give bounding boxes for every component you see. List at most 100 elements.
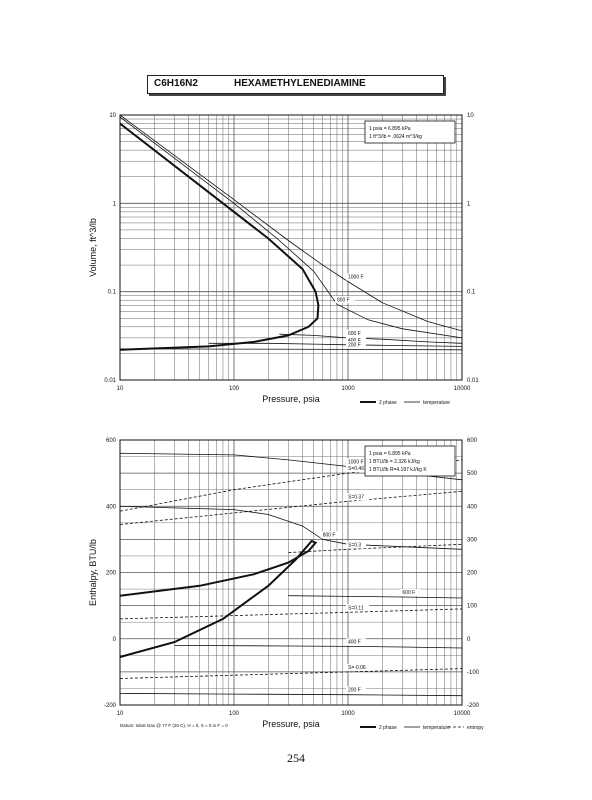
page-number: 254 xyxy=(287,751,305,765)
y2-tick-label: 300 xyxy=(467,537,478,543)
x-tick-label: 10 xyxy=(117,386,124,392)
series-label: 800 F xyxy=(323,532,336,538)
conversion-box-frame xyxy=(364,445,456,477)
y2-tick-label: 400 xyxy=(467,504,478,510)
y-tick-label: 400 xyxy=(106,504,117,510)
series-label: 200 F xyxy=(348,342,361,348)
series-label-bg xyxy=(346,465,370,473)
y-tick-label: -200 xyxy=(104,703,117,709)
conversion-text: 1 psia = 6.895 kPa xyxy=(369,126,411,132)
chart-title-box: C6H16N2 HEXAMETHYLENEDIAMINE xyxy=(147,75,444,94)
series-label: 200 F xyxy=(348,688,361,694)
series-line-s-0-06 xyxy=(119,668,463,679)
conversion-box: 1 psia = 6.895 kPa 1 ft^3/lb = .0624 m^3/… xyxy=(364,120,456,144)
series-line-800-f xyxy=(119,505,463,550)
series-line-1000-f xyxy=(119,114,463,332)
grid-lines xyxy=(119,115,462,381)
conversion-box-frame xyxy=(364,120,456,144)
y-tick-label: 0 xyxy=(113,637,117,643)
series-label-bg xyxy=(334,296,355,304)
y2-tick-label: 1 xyxy=(467,201,471,207)
series-line-s-0-3 xyxy=(288,543,463,553)
series-label-bg xyxy=(346,604,370,612)
series-line-s-0-37 xyxy=(119,490,463,525)
x-tick-label: 1000 xyxy=(341,386,355,392)
x-tick-label: 100 xyxy=(229,711,240,717)
y2-tick-label: 0 xyxy=(467,637,471,643)
series-label-bg xyxy=(320,531,341,539)
y2-tick-label: 500 xyxy=(467,471,478,477)
enthalpy-pressure-chart: 10 100 1000 10000 -200 0 200 400 600 -200 -100 0 100… xyxy=(88,438,484,731)
compound-formula: C6H16N2 xyxy=(154,78,198,89)
y-axis-label: Volume, ft^3/lb xyxy=(88,218,98,277)
legend-label: entropy xyxy=(467,725,484,731)
series-line-200-f xyxy=(119,693,463,697)
y2-tick-label: 600 xyxy=(467,438,478,444)
series-label: S=0.37 xyxy=(348,494,364,500)
x-tick-label: 10000 xyxy=(454,711,471,717)
y2-tick-label: -100 xyxy=(467,670,480,676)
plot-frame xyxy=(119,114,463,381)
series-label: S=0.11 xyxy=(348,605,364,611)
series-label: 1000 F xyxy=(348,460,364,466)
series-label: S=-0.06 xyxy=(348,665,366,671)
series-label-bg xyxy=(346,541,366,549)
series-line-s-0-11 xyxy=(119,608,463,620)
series-line-600-f xyxy=(279,333,463,344)
series-line-600-f xyxy=(288,595,463,599)
legend-label: 2 phase xyxy=(379,725,397,731)
series-label-bg xyxy=(346,336,366,344)
series-label: S=0.46 xyxy=(348,466,364,472)
compound-name: HEXAMETHYLENEDIAMINE xyxy=(234,78,366,89)
conversion-text: 1 BTU/lb R=4.187 kJ/kg K xyxy=(369,467,427,473)
x-tick-label: 1000 xyxy=(341,711,355,717)
series-line-200-f xyxy=(119,348,463,351)
x-axis-label: Pressure, psia xyxy=(262,719,320,729)
y-tick-label: 200 xyxy=(106,571,117,577)
series-line-400-f xyxy=(208,342,463,347)
series-label: 400 F xyxy=(348,639,361,645)
series-label: 800 F xyxy=(337,297,350,303)
legend-label: temperature xyxy=(423,725,450,731)
series-label-bg xyxy=(346,458,370,466)
series-label-bg xyxy=(346,341,366,349)
series-label: S=0.3 xyxy=(348,542,361,548)
legend-label: temperature xyxy=(423,400,450,406)
series-line-800-f xyxy=(119,116,463,339)
series-line-2-phase xyxy=(119,122,320,351)
series-label: 600 F xyxy=(348,331,361,337)
y-tick-label: 0.01 xyxy=(104,378,116,384)
volume-pressure-chart: 10 100 1000 100000.010.11100.010.1110Pressu… xyxy=(88,113,479,406)
y2-tick-label: 10 xyxy=(467,113,474,119)
series-line-400-f xyxy=(174,644,463,649)
conversion-text: 1 ft^3/lb = .0624 m^3/kg xyxy=(369,134,422,140)
grid-lines xyxy=(119,439,462,706)
series-label-bg xyxy=(400,589,421,597)
x-tick-label: 10000 xyxy=(454,386,471,392)
x-tick-label: 100 xyxy=(229,386,240,392)
conversion-text: 1 BTU/lb = 2.326 kJ/kg xyxy=(369,459,420,465)
x-tick-label: 10 xyxy=(117,711,124,717)
conversion-text: 1 psia = 6.895 kPa xyxy=(369,451,411,457)
series-label: 1000 F xyxy=(348,275,364,281)
series-label-bg xyxy=(346,686,366,694)
y2-tick-label: -200 xyxy=(467,703,480,709)
y-tick-label: 600 xyxy=(106,438,117,444)
y2-tick-label: 100 xyxy=(467,604,478,610)
y-axis-label: Enthalpy, BTU/lb xyxy=(88,539,98,606)
y2-tick-label: 200 xyxy=(467,571,478,577)
series-label: 400 F xyxy=(348,338,361,344)
series-line-2-phase xyxy=(119,539,318,658)
y2-tick-label: 0.01 xyxy=(467,378,479,384)
series-label-bg xyxy=(346,663,373,671)
legend-label: 2 phase xyxy=(379,400,397,406)
series-label-bg xyxy=(346,273,370,281)
y-tick-label: 0.1 xyxy=(108,290,117,296)
x-axis-label: Pressure, psia xyxy=(262,394,320,404)
series-label-bg xyxy=(346,329,366,337)
plot-frame xyxy=(119,439,463,706)
y-tick-label: 10 xyxy=(109,113,116,119)
conversion-box: 1 psia = 6.895 kPa 1 BTU/lb = 2.326 kJ/kg… xyxy=(364,445,456,477)
series-label-bg xyxy=(346,638,366,646)
series-label-bg xyxy=(346,493,370,501)
